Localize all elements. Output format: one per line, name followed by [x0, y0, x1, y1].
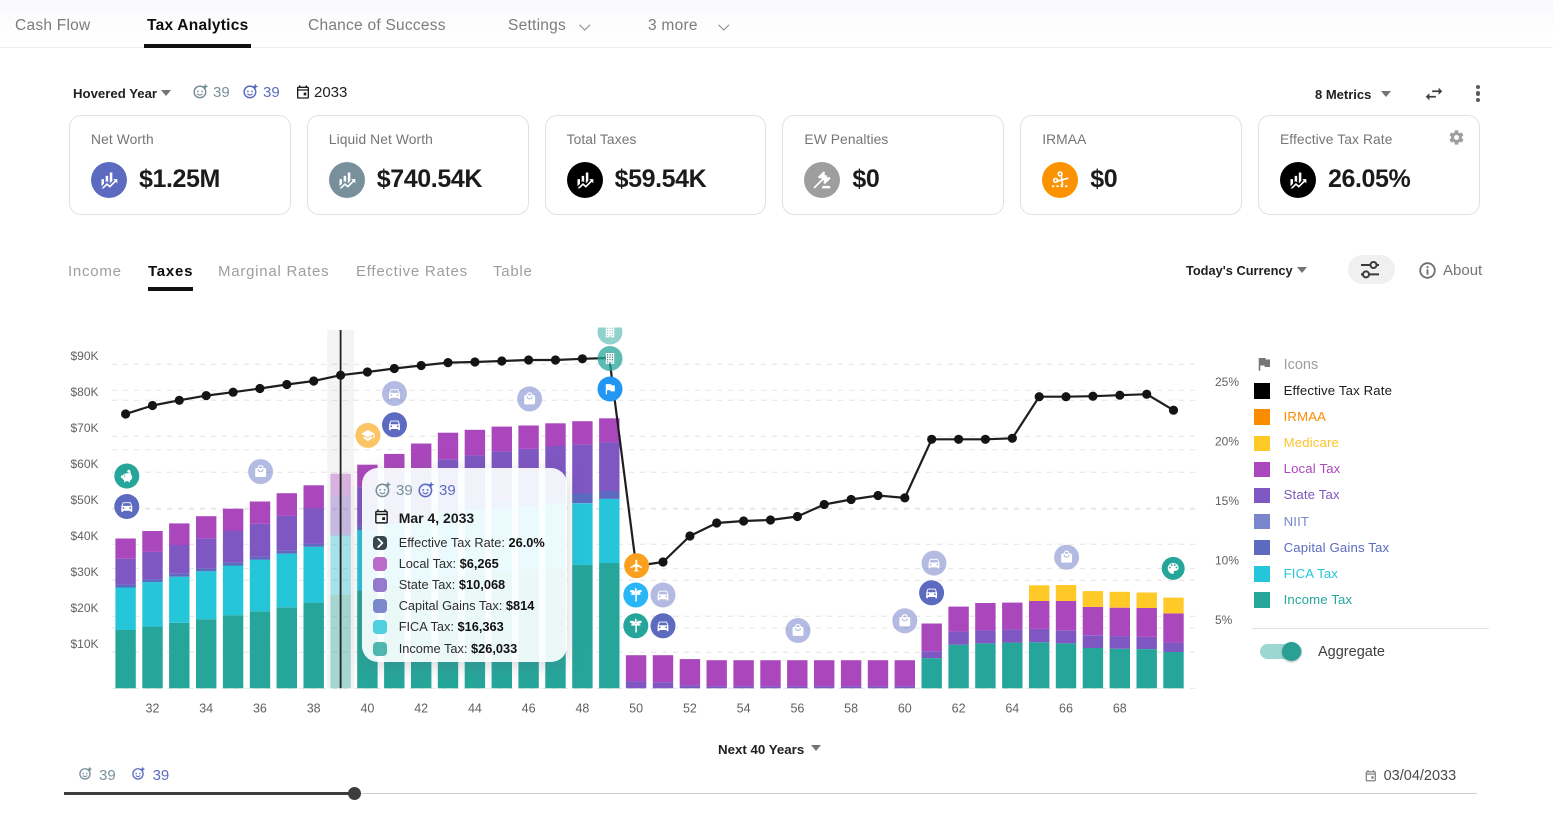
svg-text:$90K: $90K [70, 349, 98, 363]
svg-text:$10K: $10K [70, 637, 98, 651]
svg-text:20%: 20% [1215, 435, 1239, 449]
svg-text:50: 50 [629, 702, 643, 716]
svg-text:36: 36 [253, 702, 267, 716]
svg-text:$60K: $60K [70, 457, 98, 471]
svg-text:60: 60 [898, 702, 912, 716]
svg-text:$80K: $80K [70, 385, 98, 399]
svg-text:25%: 25% [1215, 375, 1239, 389]
svg-text:62: 62 [952, 702, 966, 716]
svg-text:68: 68 [1113, 702, 1127, 716]
svg-text:66: 66 [1059, 702, 1073, 716]
svg-text:52: 52 [683, 702, 697, 716]
svg-text:42: 42 [414, 702, 428, 716]
svg-text:34: 34 [199, 702, 213, 716]
svg-text:44: 44 [468, 702, 482, 716]
svg-text:54: 54 [737, 702, 751, 716]
svg-text:48: 48 [575, 702, 589, 716]
svg-text:56: 56 [790, 702, 804, 716]
svg-text:46: 46 [522, 702, 536, 716]
svg-text:10%: 10% [1215, 553, 1239, 567]
svg-text:$20K: $20K [70, 601, 98, 615]
svg-text:$50K: $50K [70, 493, 98, 507]
svg-text:$30K: $30K [70, 565, 98, 579]
svg-text:$70K: $70K [70, 421, 98, 435]
svg-text:32: 32 [146, 702, 160, 716]
svg-text:$40K: $40K [70, 529, 98, 543]
svg-text:64: 64 [1005, 702, 1019, 716]
svg-text:15%: 15% [1215, 494, 1239, 508]
svg-text:58: 58 [844, 702, 858, 716]
svg-text:5%: 5% [1215, 613, 1233, 627]
svg-text:38: 38 [307, 702, 321, 716]
svg-text:40: 40 [360, 702, 374, 716]
